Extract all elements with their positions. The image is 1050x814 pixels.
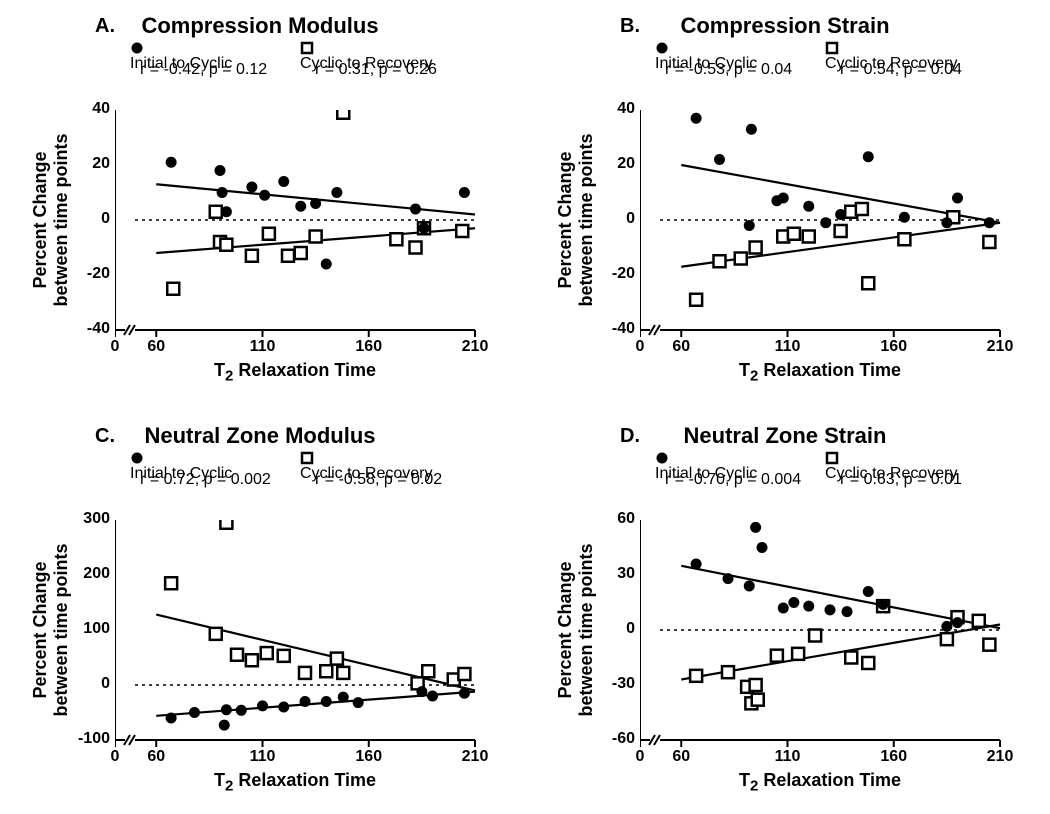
panel-A: A.Compression Modulus Initial to Cyclic … bbox=[40, 15, 550, 395]
panel-title: Compression Strain bbox=[605, 13, 965, 39]
panel-title: Neutral Zone Modulus bbox=[80, 423, 440, 449]
plot-area bbox=[115, 520, 495, 760]
stat-series-1: r = 0.72, p = 0.002 bbox=[140, 471, 271, 489]
plot-area bbox=[115, 110, 495, 350]
y-axis-label: Percent Changebetween time points bbox=[555, 110, 597, 330]
stat-series-2: r = 0.31, p = 0.26 bbox=[315, 61, 437, 79]
plot-area bbox=[640, 520, 1020, 760]
figure-root: A.Compression Modulus Initial to Cyclic … bbox=[0, 0, 1050, 814]
panel-title: Neutral Zone Strain bbox=[605, 423, 965, 449]
stat-series-1: r = -0.53, p = 0.04 bbox=[665, 61, 792, 79]
stat-series-1: r = -0.42, p = 0.12 bbox=[140, 61, 267, 79]
y-axis-label: Percent Changebetween time points bbox=[30, 110, 72, 330]
panel-D: D.Neutral Zone Strain Initial to Cyclic … bbox=[565, 425, 1050, 805]
panel-title: Compression Modulus bbox=[80, 13, 440, 39]
panel-B: B.Compression Strain Initial to Cyclic C… bbox=[565, 15, 1050, 395]
x-axis-label: T2 Relaxation Time bbox=[640, 360, 1000, 385]
stat-series-1: r = -0.70, p = 0.004 bbox=[665, 471, 801, 489]
y-axis-label: Percent Changebetween time points bbox=[555, 520, 597, 740]
y-axis-label: Percent Changebetween time points bbox=[30, 520, 72, 740]
x-axis-label: T2 Relaxation Time bbox=[115, 360, 475, 385]
stat-series-2: r = 0.63, p = 0.01 bbox=[840, 471, 962, 489]
x-axis-label: T2 Relaxation Time bbox=[115, 770, 475, 795]
panel-C: C.Neutral Zone Modulus Initial to Cyclic… bbox=[40, 425, 550, 805]
plot-area bbox=[640, 110, 1020, 350]
x-axis-label: T2 Relaxation Time bbox=[640, 770, 1000, 795]
stat-series-2: r = 0.54, p = 0.04 bbox=[840, 61, 962, 79]
stat-series-2: r = -0.58, p = 0.02 bbox=[315, 471, 442, 489]
